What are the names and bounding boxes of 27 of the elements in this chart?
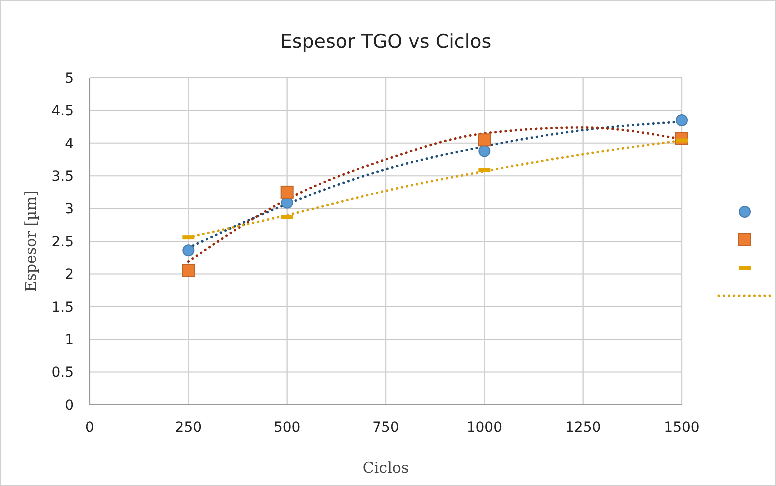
y-tick-label: 0.5: [52, 365, 74, 382]
x-tick-label: 250: [175, 420, 202, 436]
x-axis-title: Ciclos: [362, 459, 410, 477]
y-tick-label: 4.5: [52, 104, 74, 120]
y-tick-label: 4: [65, 136, 74, 152]
y-tick-label: 2.5: [52, 234, 74, 250]
y-axis-title: Espesor [µm]: [22, 190, 40, 292]
x-tick-label: 1250: [566, 420, 602, 436]
y-tick-label: 0: [65, 398, 74, 414]
y-tick-label: 1.5: [52, 300, 74, 316]
chart-title: Espesor TGO vs Ciclos: [280, 31, 492, 53]
x-tick-label: 0: [86, 420, 94, 436]
y-tick-label: 2: [65, 267, 74, 284]
point: [182, 244, 195, 257]
point: [478, 134, 492, 147]
y-tick-label: 5: [65, 70, 74, 87]
point: [182, 264, 196, 278]
y-tick-label: 3.5: [52, 169, 74, 185]
x-tick-label: 500: [274, 420, 301, 436]
y-tick-label: 1: [65, 332, 74, 348]
point: [280, 186, 294, 199]
y-tick-label: 3: [65, 202, 74, 218]
x-tick-label: 1000: [466, 420, 502, 436]
point: [478, 145, 491, 158]
x-tick-label: 750: [372, 420, 400, 436]
point: [676, 114, 688, 127]
x-tick-label: 1500: [664, 420, 700, 436]
